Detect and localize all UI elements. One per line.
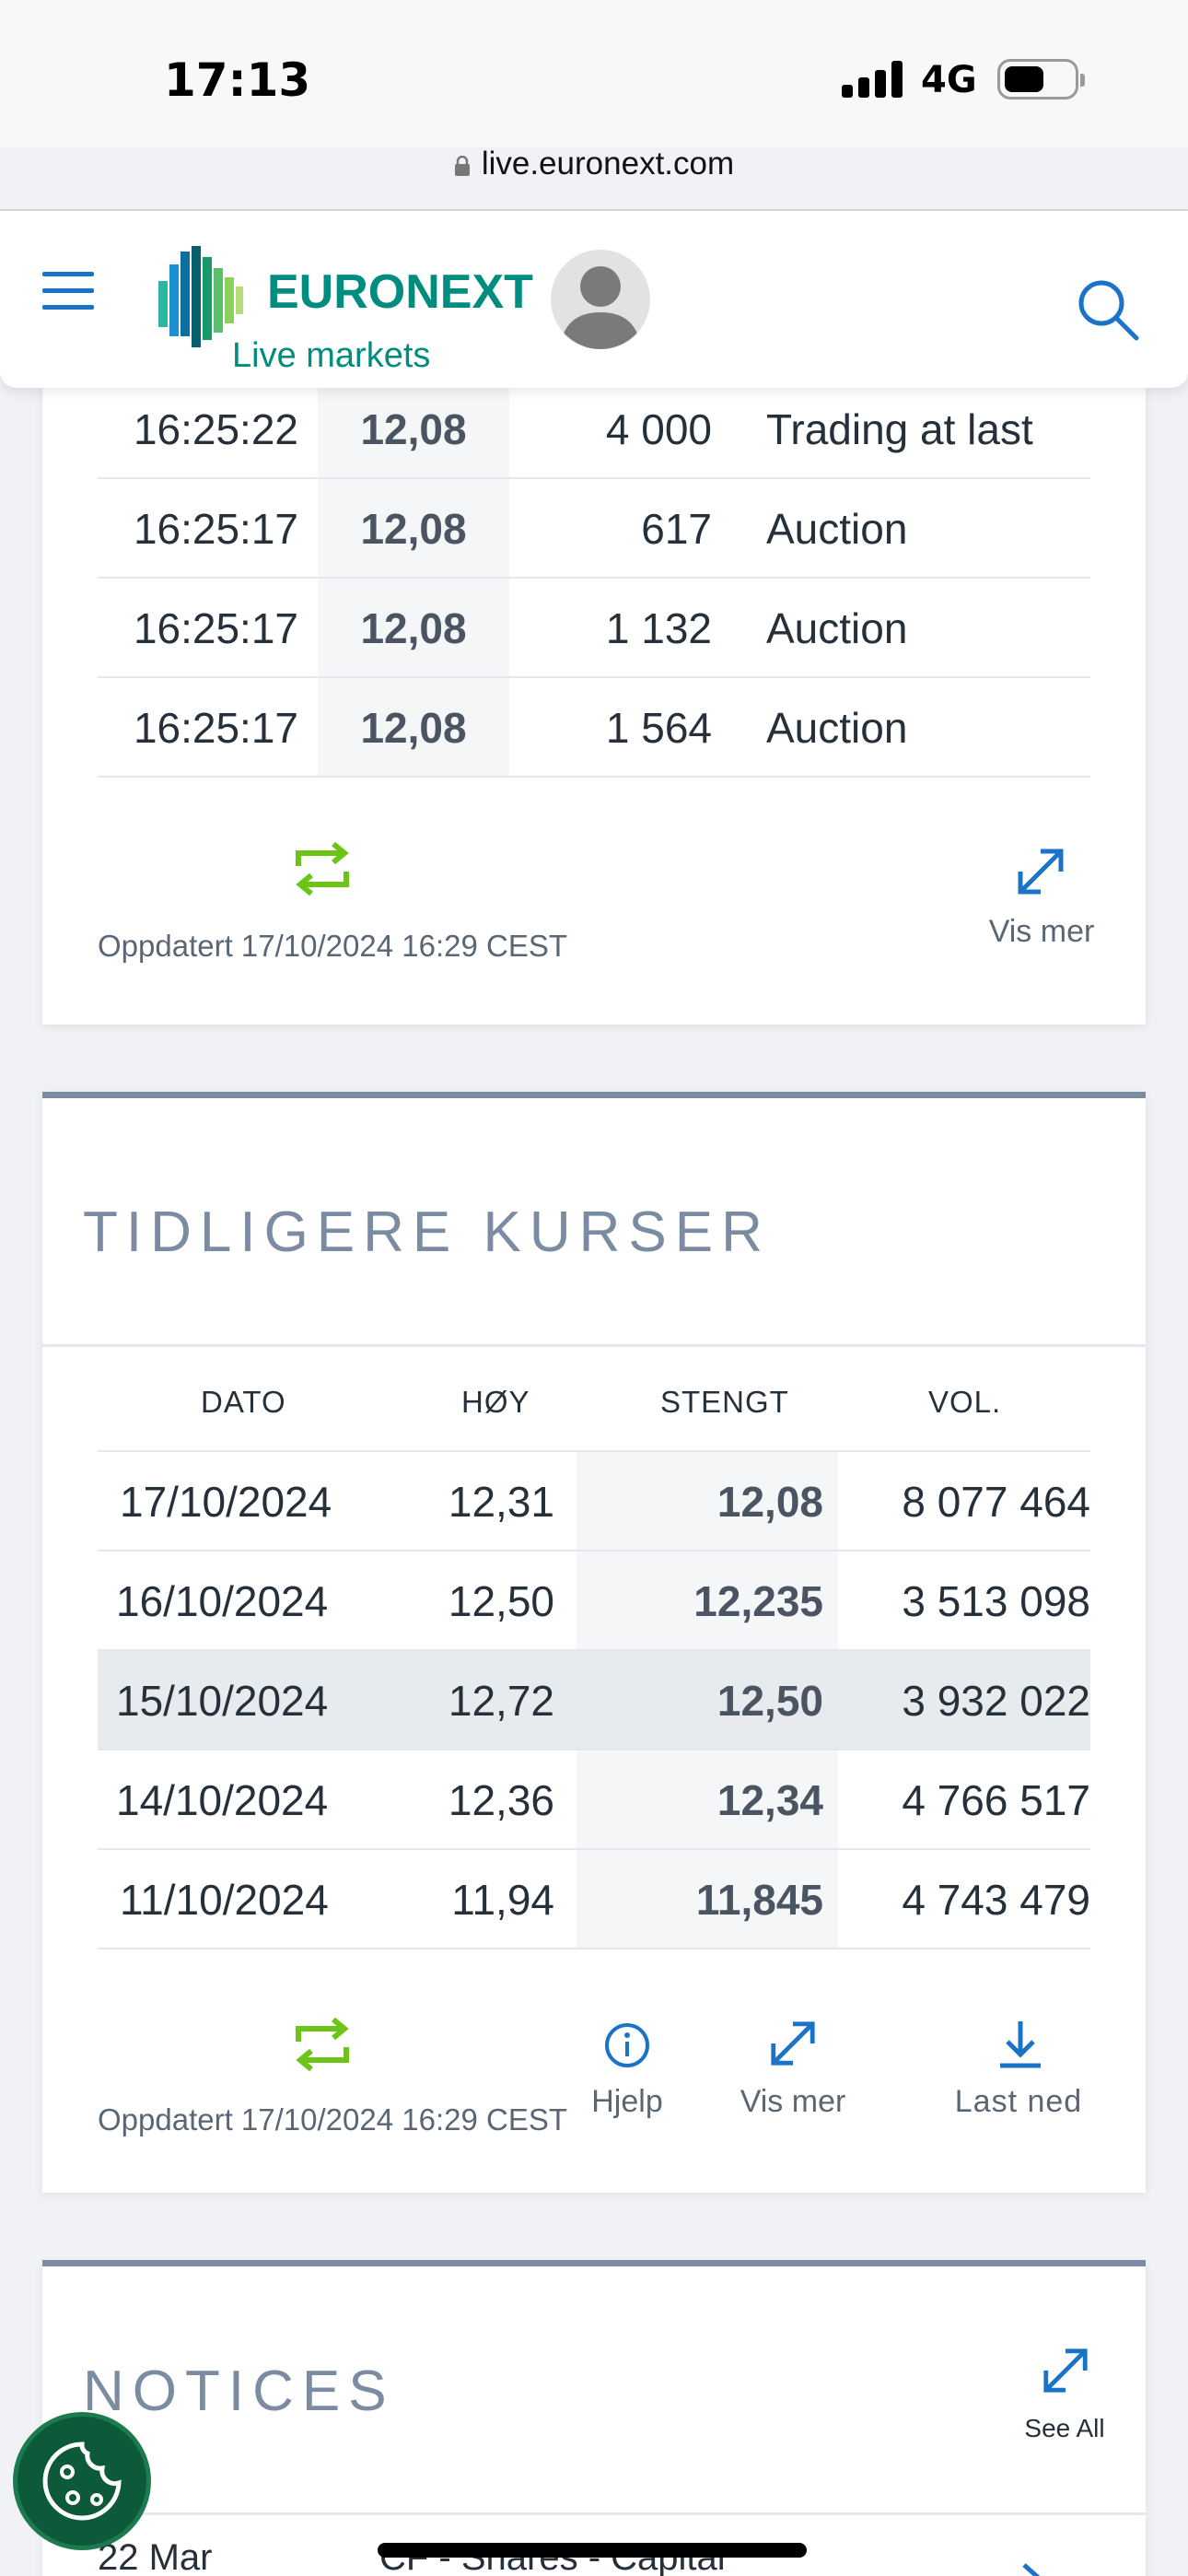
- trade-volume: 4 000: [605, 405, 712, 453]
- history-date: 15/10/2024: [116, 1677, 329, 1725]
- signal-icon: [842, 61, 906, 98]
- history-volume: 3 932 022: [902, 1677, 1090, 1725]
- history-close: 11,845: [695, 1876, 823, 1924]
- logo-mark-icon: [158, 246, 243, 347]
- refresh-icon[interactable]: [289, 2018, 355, 2071]
- history-volume: 3 513 098: [902, 1577, 1090, 1625]
- brand-name: EURONEXT: [267, 265, 533, 319]
- history-date: 11/10/2024: [120, 1876, 329, 1924]
- table-row: 16:25:17 12,08 1 564 Auction: [98, 678, 1090, 778]
- table-row-highlighted[interactable]: 15/10/2024 12,72 12,50 3 932 022: [98, 1651, 1090, 1751]
- battery-icon: [997, 59, 1085, 100]
- refresh-icon[interactable]: [289, 842, 355, 896]
- section-title: TIDLIGERE KURSER: [83, 1200, 771, 1264]
- expand-icon[interactable]: [1041, 2346, 1090, 2395]
- history-date: 16/10/2024: [116, 1577, 329, 1625]
- divider: [0, 209, 1188, 211]
- trades-card: 16:25:22 12,08 4 000 Trading at last 16:…: [42, 369, 1146, 1025]
- download-button[interactable]: Last ned: [954, 2084, 1083, 2119]
- notices-card: NOTICES See All 22 Mar CF - Shares - Cap…: [42, 2260, 1146, 2576]
- trade-price: 12,08: [360, 405, 467, 453]
- notice-date: 22 Mar: [98, 2537, 213, 2576]
- column-header-date: DATO: [201, 1385, 286, 1419]
- trade-volume: 1 564: [605, 704, 712, 752]
- trade-time: 16:25:22: [133, 405, 298, 453]
- trade-type: Auction: [766, 704, 908, 752]
- download-icon[interactable]: [996, 2018, 1044, 2069]
- see-more-button[interactable]: Vis mer: [740, 2084, 846, 2119]
- table-row: 16:25:22 12,08 4 000 Trading at last: [98, 380, 1090, 479]
- table-row: 16:25:17 12,08 617 Auction: [98, 479, 1090, 579]
- expand-icon[interactable]: [1015, 846, 1066, 897]
- history-close: 12,235: [693, 1577, 823, 1625]
- cookie-icon: [42, 2441, 122, 2521]
- divider: [42, 2512, 1146, 2515]
- price-column-shade: [318, 369, 509, 778]
- table-row: 16:25:17 12,08 1 132 Auction: [98, 579, 1090, 678]
- history-date: 14/10/2024: [116, 1776, 329, 1824]
- history-high: 12,72: [448, 1677, 554, 1725]
- cookie-settings-button[interactable]: [13, 2412, 151, 2550]
- network-type: 4G: [921, 59, 977, 101]
- history-high: 12,31: [448, 1478, 554, 1526]
- user-icon: [560, 266, 641, 349]
- site-header: EURONEXT Live markets: [0, 211, 1188, 388]
- history-volume: 4 743 479: [902, 1876, 1090, 1924]
- trade-time: 16:25:17: [133, 704, 298, 752]
- trade-time: 16:25:17: [133, 604, 298, 652]
- history-close: 12,50: [716, 1677, 823, 1725]
- help-button[interactable]: Hjelp: [591, 2084, 663, 2119]
- table-row[interactable]: 11/10/2024 11,94 11,845 4 743 479: [98, 1850, 1090, 1950]
- column-header-close: STENGT: [660, 1385, 789, 1419]
- section-title: NOTICES: [83, 2359, 395, 2423]
- avatar[interactable]: [551, 250, 650, 349]
- divider: [42, 1344, 1146, 1347]
- status-bar: 17:13 4G live.euronext.com: [0, 0, 1188, 181]
- see-more-button[interactable]: Vis mer: [988, 914, 1095, 949]
- expand-icon[interactable]: [768, 2019, 818, 2068]
- trade-price: 12,08: [360, 704, 467, 752]
- history-high: 12,50: [448, 1577, 554, 1625]
- trade-volume: 1 132: [605, 604, 712, 652]
- info-icon[interactable]: [603, 2021, 651, 2069]
- search-icon[interactable]: [1076, 277, 1140, 342]
- url-text: live.euronext.com: [481, 146, 735, 181]
- trade-type: Auction: [766, 604, 908, 652]
- history-close: 12,34: [716, 1776, 823, 1824]
- trade-price: 12,08: [360, 505, 467, 553]
- see-all-button[interactable]: See All: [1024, 2414, 1105, 2442]
- table-row[interactable]: 16/10/2024 12,50 12,235 3 513 098: [98, 1551, 1090, 1651]
- trade-type: Auction: [766, 505, 908, 553]
- address-bar[interactable]: live.euronext.com: [0, 146, 1188, 182]
- brand-subtitle: Live markets: [232, 336, 431, 375]
- chevron-right-icon[interactable]: [1019, 2561, 1046, 2576]
- trade-type: Trading at last: [766, 405, 1033, 453]
- trade-time: 16:25:17: [133, 505, 298, 553]
- updated-timestamp: Oppdatert 17/10/2024 16:29 CEST: [98, 2102, 568, 2137]
- trade-price: 12,08: [360, 604, 467, 652]
- history-volume: 8 077 464: [902, 1478, 1090, 1526]
- status-time: 17:13: [164, 53, 311, 107]
- historical-prices-card: TIDLIGERE KURSER DATO HØY STENGT VOL. 17…: [42, 1092, 1146, 2193]
- trade-volume: 617: [641, 505, 712, 553]
- history-high: 11,94: [451, 1876, 554, 1924]
- euronext-logo[interactable]: EURONEXT Live markets: [157, 244, 533, 375]
- column-header-volume: VOL.: [928, 1385, 1002, 1419]
- column-header-high: HØY: [461, 1385, 530, 1419]
- updated-timestamp: Oppdatert 17/10/2024 16:29 CEST: [98, 929, 568, 963]
- table-row[interactable]: 14/10/2024 12,36 12,34 4 766 517: [98, 1751, 1090, 1850]
- lock-icon: [454, 156, 470, 176]
- history-volume: 4 766 517: [902, 1776, 1090, 1824]
- menu-icon[interactable]: [42, 272, 94, 310]
- table-row[interactable]: 17/10/2024 12,31 12,08 8 077 464: [98, 1452, 1090, 1551]
- history-close: 12,08: [716, 1478, 823, 1526]
- history-high: 12,36: [448, 1776, 554, 1824]
- home-indicator[interactable]: [378, 2543, 807, 2558]
- divider: [98, 1450, 1090, 1452]
- history-date: 17/10/2024: [120, 1478, 332, 1526]
